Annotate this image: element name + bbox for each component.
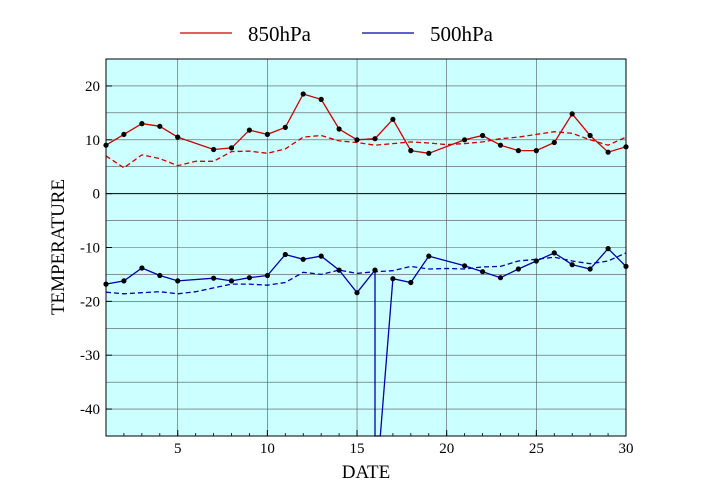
x-tick-label: 15 [350,441,365,457]
data-point-850hpa [282,124,288,130]
x-tick-label: 30 [619,441,634,457]
data-point-850hpa [372,136,378,142]
data-point-850hpa [246,127,252,133]
data-point-500hpa [497,275,504,281]
data-point-500hpa [480,269,486,275]
data-point-850hpa [139,121,145,127]
data-point-850hpa [354,137,360,143]
data-point-500hpa [462,263,468,269]
series-layer [105,93,627,437]
data-point-850hpa [121,131,127,137]
data-point-850hpa [480,132,486,139]
data-point-500hpa [533,258,539,264]
data-point-500hpa [121,278,127,284]
plot-frame [105,58,627,437]
data-point-850hpa [264,131,270,137]
y-tick-label: -30 [80,348,100,364]
data-point-500hpa [587,266,593,272]
data-point-500hpa [175,278,181,284]
data-point-500hpa [426,253,432,259]
data-point-500hpa [605,246,611,252]
data-point-850hpa [408,148,414,154]
data-point-850hpa [211,146,217,153]
data-point-500hpa [264,272,270,279]
data-point-500hpa [318,253,324,259]
legend: 850hPa 500hPa [180,22,494,46]
data-point-850hpa [318,96,324,102]
y-tick-label: 10 [85,133,100,149]
data-point-850hpa [390,116,396,122]
data-point-850hpa [157,123,163,129]
marker-layer [103,91,629,296]
axis-ticks: 5 10 15 20 25 30 20 10 0 -10 -20 -30 -40 [80,79,634,457]
data-point-850hpa [497,142,504,148]
data-point-500hpa [551,250,557,256]
y-tick-label: -40 [80,402,100,418]
series-line-850hpa-normal [105,131,627,169]
data-point-850hpa [228,145,235,151]
series-line-850hpa [105,93,627,154]
legend-label-850hpa: 850hPa [248,22,312,46]
data-point-850hpa [515,148,522,154]
data-point-850hpa [426,150,432,156]
data-point-850hpa [605,149,611,155]
data-point-850hpa [569,111,575,117]
data-point-500hpa [211,275,217,281]
series-line-500hpa-normal [105,252,627,295]
y-axis-title: TEMPERATURE [48,179,69,315]
x-tick-label: 25 [529,441,544,457]
data-point-500hpa [157,272,163,279]
data-point-500hpa [228,278,235,284]
y-tick-label: -20 [80,294,100,310]
data-point-850hpa [587,132,593,139]
legend-label-500hpa: 500hPa [430,22,494,46]
data-point-500hpa [139,265,145,271]
data-point-500hpa [300,256,306,262]
data-point-500hpa [282,251,288,258]
data-point-500hpa [246,275,252,281]
y-tick-label: -10 [80,241,100,257]
data-point-850hpa [175,134,181,140]
data-point-500hpa [408,279,414,286]
x-axis-title: DATE [342,462,391,483]
grid-lines [106,59,626,436]
data-point-850hpa [533,148,539,154]
data-point-500hpa [569,262,575,268]
y-tick-label: 0 [93,187,101,203]
data-point-500hpa [515,266,522,272]
x-tick-label: 20 [439,441,454,457]
data-point-500hpa [354,290,360,296]
series-line-500hpa [105,247,627,437]
data-point-500hpa [390,276,396,282]
data-point-500hpa [336,267,342,273]
x-tick-label: 5 [174,441,182,457]
x-tick-label: 10 [260,441,275,457]
data-point-850hpa [336,126,342,132]
data-point-850hpa [300,91,306,97]
data-point-500hpa [372,267,378,273]
data-point-850hpa [462,137,468,143]
y-tick-label: 20 [85,79,100,95]
data-point-850hpa [551,139,557,146]
